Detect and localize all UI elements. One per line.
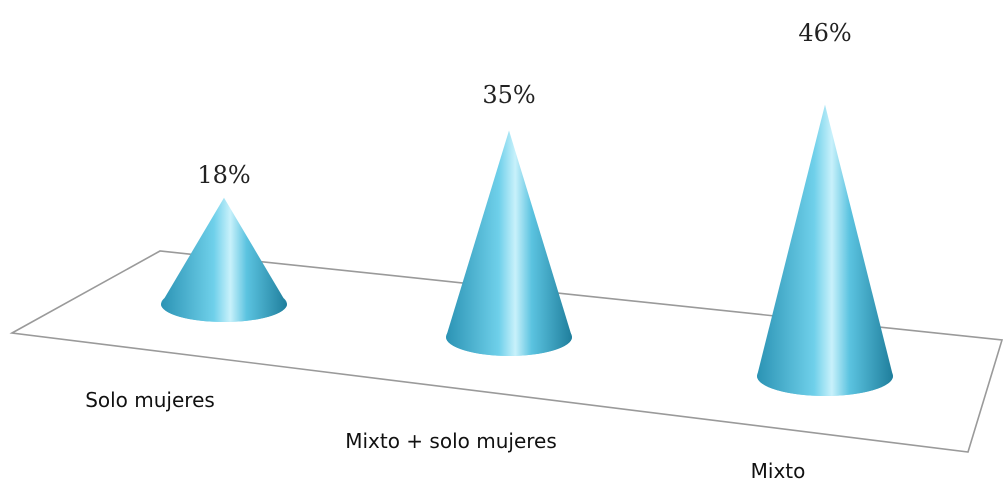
cone-series (161, 104, 893, 396)
cone-mixto-solo-mujeres (446, 130, 572, 356)
value-label-mixto-solo-mujeres: 35% (482, 81, 535, 109)
cone-body-mixto (757, 104, 893, 396)
value-label-solo-mujeres: 18% (197, 161, 250, 189)
cone-body-solo-mujeres (161, 197, 287, 322)
category-label-mixto: Mixto (751, 459, 806, 483)
value-label-mixto: 46% (798, 19, 851, 47)
cone-mixto (757, 104, 893, 396)
cone-solo-mujeres (161, 197, 287, 322)
category-label-solo-mujeres: Solo mujeres (85, 388, 215, 412)
category-label-mixto-solo-mujeres: Mixto + solo mujeres (345, 429, 557, 453)
cone-body-mixto-solo-mujeres (446, 130, 572, 356)
chart-floor (9, 250, 1004, 453)
